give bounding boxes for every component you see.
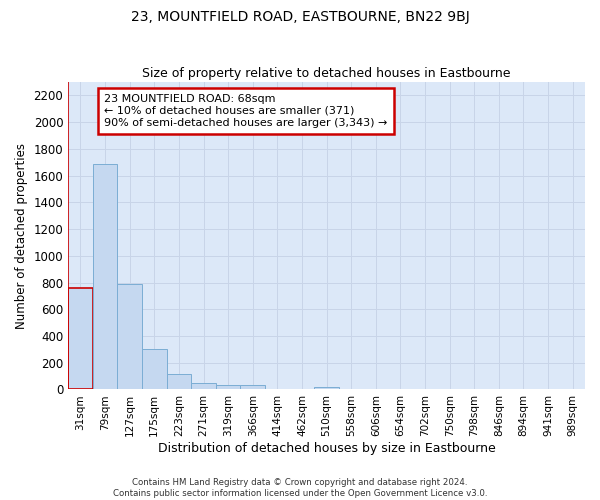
Text: 23, MOUNTFIELD ROAD, EASTBOURNE, BN22 9BJ: 23, MOUNTFIELD ROAD, EASTBOURNE, BN22 9B…	[131, 10, 469, 24]
Bar	[93, 164, 118, 390]
Bar	[241, 386, 265, 390]
Bar	[191, 384, 216, 390]
Bar	[142, 350, 167, 390]
Text: Contains HM Land Registry data © Crown copyright and database right 2024.
Contai: Contains HM Land Registry data © Crown c…	[113, 478, 487, 498]
Bar	[314, 387, 339, 390]
Text: 23 MOUNTFIELD ROAD: 68sqm
← 10% of detached houses are smaller (371)
90% of semi: 23 MOUNTFIELD ROAD: 68sqm ← 10% of detac…	[104, 94, 388, 128]
Y-axis label: Number of detached properties: Number of detached properties	[15, 143, 28, 329]
Bar	[216, 386, 241, 390]
X-axis label: Distribution of detached houses by size in Eastbourne: Distribution of detached houses by size …	[158, 442, 496, 455]
Title: Size of property relative to detached houses in Eastbourne: Size of property relative to detached ho…	[142, 66, 511, 80]
Bar	[167, 374, 191, 390]
Bar	[68, 288, 93, 390]
Bar	[118, 284, 142, 390]
